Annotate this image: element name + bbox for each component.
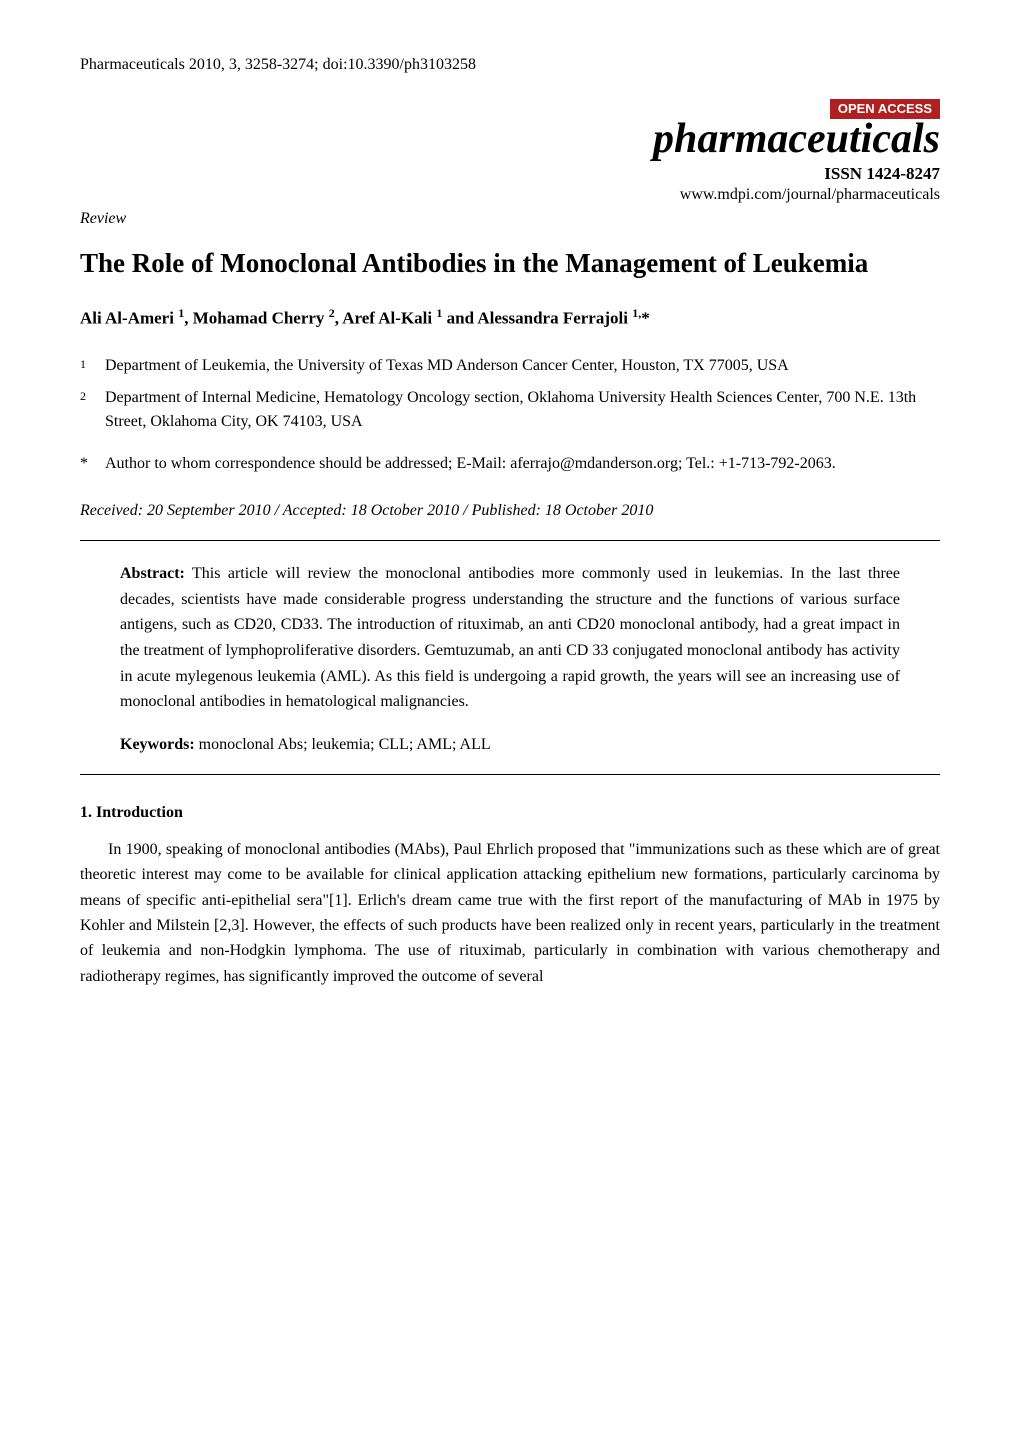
authors-line: Ali Al-Ameri 1, Mohamad Cherry 2, Aref A… bbox=[80, 306, 940, 329]
journal-name: pharmaceuticals bbox=[80, 114, 940, 164]
affiliation-number: 2 bbox=[80, 386, 105, 405]
article-type: Review bbox=[80, 209, 940, 228]
issn: ISSN 1424-8247 bbox=[80, 164, 940, 184]
section-1-heading: 1. Introduction bbox=[80, 803, 940, 822]
abstract-label: Abstract: bbox=[120, 565, 185, 582]
citation-line: Pharmaceuticals 2010, 3, 3258-3274; doi:… bbox=[80, 56, 476, 73]
section-1-paragraph: In 1900, speaking of monoclonal antibodi… bbox=[80, 837, 940, 989]
abstract: Abstract: This article will review the m… bbox=[120, 561, 900, 715]
correspondence-star: * bbox=[80, 452, 105, 476]
publication-dates: Received: 20 September 2010 / Accepted: … bbox=[80, 501, 940, 520]
affiliation-text: Department of Leukemia, the University o… bbox=[105, 354, 789, 378]
keywords-label: Keywords: bbox=[120, 736, 195, 753]
affiliation-number: 1 bbox=[80, 354, 105, 373]
journal-header: OPEN ACCESS pharmaceuticals ISSN 1424-82… bbox=[80, 99, 940, 204]
divider-top bbox=[80, 540, 940, 541]
divider-bottom bbox=[80, 774, 940, 775]
correspondence: * Author to whom correspondence should b… bbox=[80, 452, 940, 476]
affiliation-2: 2 Department of Internal Medicine, Hemat… bbox=[80, 386, 940, 434]
keywords-text: monoclonal Abs; leukemia; CLL; AML; ALL bbox=[195, 736, 491, 753]
abstract-text: This article will review the monoclonal … bbox=[120, 565, 900, 710]
affiliation-text: Department of Internal Medicine, Hematol… bbox=[105, 386, 940, 434]
affiliation-1: 1 Department of Leukemia, the University… bbox=[80, 354, 940, 378]
affiliations: 1 Department of Leukemia, the University… bbox=[80, 354, 940, 434]
keywords: Keywords: monoclonal Abs; leukemia; CLL;… bbox=[120, 735, 900, 754]
article-title: The Role of Monoclonal Antibodies in the… bbox=[80, 246, 940, 281]
journal-url: www.mdpi.com/journal/pharmaceuticals bbox=[80, 185, 940, 204]
correspondence-text: Author to whom correspondence should be … bbox=[105, 452, 836, 476]
